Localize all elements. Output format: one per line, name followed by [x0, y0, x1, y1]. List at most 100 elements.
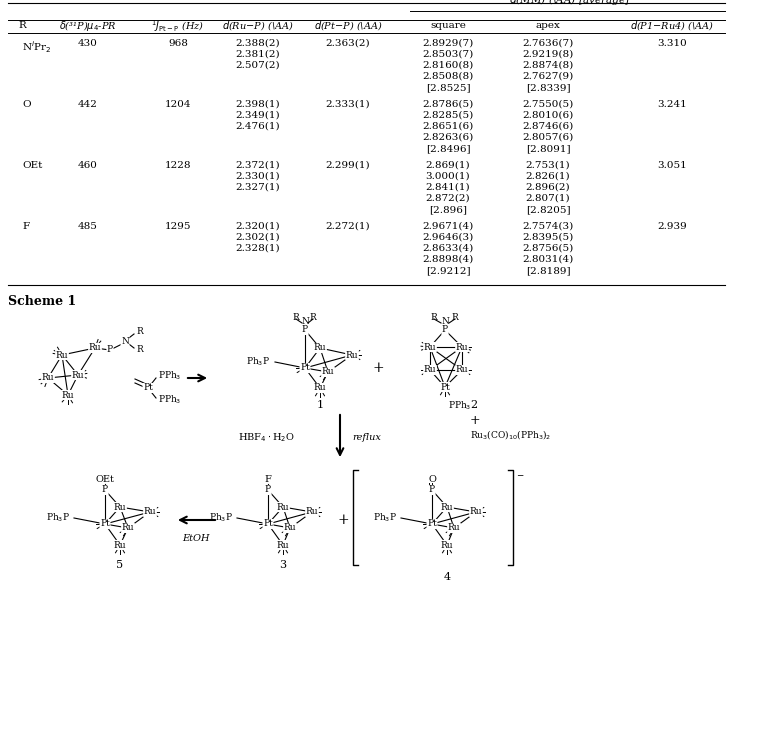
Text: Ru: Ru — [72, 371, 84, 380]
Text: 2.349(1): 2.349(1) — [236, 111, 280, 120]
Text: 2.9671(4): 2.9671(4) — [422, 222, 474, 231]
Text: PPh$_3$: PPh$_3$ — [158, 394, 181, 407]
Text: 430: 430 — [78, 39, 98, 48]
Text: Pt: Pt — [143, 383, 153, 392]
Text: [2.8339]: [2.8339] — [526, 83, 570, 92]
Text: 2.8395(5): 2.8395(5) — [522, 233, 574, 242]
Text: Ru: Ru — [144, 507, 156, 516]
Text: 3: 3 — [280, 560, 287, 570]
Text: $\delta$(³¹P)$\mu_4$-PR: $\delta$(³¹P)$\mu_4$-PR — [59, 19, 117, 33]
Text: F: F — [265, 474, 271, 483]
Text: Ru: Ru — [321, 368, 334, 377]
Text: Ru: Ru — [456, 366, 468, 374]
Text: 2.8874(8): 2.8874(8) — [522, 61, 574, 70]
Text: Ru: Ru — [448, 524, 460, 533]
Text: O: O — [428, 474, 436, 483]
Text: P: P — [265, 486, 271, 495]
Text: Ru: Ru — [114, 541, 127, 550]
Text: 2.388(2): 2.388(2) — [236, 39, 280, 48]
Text: OEt: OEt — [22, 161, 42, 170]
Text: 2.302(1): 2.302(1) — [236, 233, 280, 242]
Text: 2.8786(5): 2.8786(5) — [422, 100, 474, 109]
Text: 2.9646(3): 2.9646(3) — [422, 233, 474, 242]
Text: P: P — [429, 486, 435, 495]
Text: Ru: Ru — [61, 390, 74, 400]
Text: +: + — [372, 361, 384, 375]
Text: Ru: Ru — [305, 507, 318, 516]
Text: 3.000(1): 3.000(1) — [426, 172, 470, 181]
Text: 2.330(1): 2.330(1) — [236, 172, 280, 181]
Text: $d$(Ru$-$P) (\AA): $d$(Ru$-$P) (\AA) — [222, 19, 294, 33]
Text: 460: 460 — [78, 161, 98, 170]
Text: 2.896(2): 2.896(2) — [526, 183, 570, 192]
Text: 3.241: 3.241 — [657, 100, 687, 109]
Text: 1295: 1295 — [164, 222, 191, 231]
Text: 2.7574(3): 2.7574(3) — [522, 222, 574, 231]
Text: +: + — [470, 414, 481, 427]
Text: N: N — [301, 318, 309, 327]
Text: 968: 968 — [168, 39, 188, 48]
Text: Ru: Ru — [424, 342, 437, 351]
Text: R: R — [136, 327, 143, 336]
Text: $d$(Pt$-$P) (\AA): $d$(Pt$-$P) (\AA) — [314, 19, 382, 33]
Text: 2.8508(8): 2.8508(8) — [422, 72, 474, 81]
Text: 2.372(1): 2.372(1) — [236, 161, 280, 170]
Text: F: F — [22, 222, 29, 231]
Text: 2.8929(7): 2.8929(7) — [422, 39, 474, 48]
Text: 1: 1 — [316, 400, 324, 410]
Text: [2.8205]: [2.8205] — [526, 205, 570, 214]
Text: 2.8057(6): 2.8057(6) — [522, 133, 574, 142]
Text: Ru: Ru — [470, 507, 482, 516]
Text: PPh$_3$: PPh$_3$ — [158, 370, 181, 382]
Text: Pt: Pt — [100, 519, 110, 528]
Text: Ru: Ru — [89, 343, 102, 353]
Text: Ru: Ru — [440, 541, 453, 550]
Text: P: P — [107, 345, 113, 354]
Text: Ru: Ru — [277, 503, 290, 512]
Text: Ph$_3$P: Ph$_3$P — [373, 512, 397, 524]
Text: [2.9212]: [2.9212] — [426, 266, 470, 275]
Text: 3.310: 3.310 — [657, 39, 687, 48]
Text: 1228: 1228 — [164, 161, 191, 170]
Text: 2.8633(4): 2.8633(4) — [422, 244, 474, 253]
Text: Ru: Ru — [314, 343, 326, 353]
Text: 1204: 1204 — [164, 100, 191, 109]
Text: 2.327(1): 2.327(1) — [236, 183, 280, 192]
Text: 2.8503(7): 2.8503(7) — [422, 50, 474, 59]
Text: OEt: OEt — [96, 474, 114, 483]
Text: Pt: Pt — [263, 519, 273, 528]
Text: P: P — [442, 325, 448, 334]
Text: 2.8010(6): 2.8010(6) — [522, 111, 574, 120]
Text: 2.363(2): 2.363(2) — [326, 39, 371, 48]
Text: Scheme 1: Scheme 1 — [8, 295, 77, 308]
Text: [2.8525]: [2.8525] — [426, 83, 470, 92]
Text: 2.381(2): 2.381(2) — [236, 50, 280, 59]
Text: 2.8031(4): 2.8031(4) — [522, 255, 574, 264]
Text: Pt: Pt — [300, 363, 310, 372]
Text: 2.333(1): 2.333(1) — [326, 100, 371, 109]
Text: Ru: Ru — [283, 524, 296, 533]
Text: 2.807(1): 2.807(1) — [526, 194, 570, 203]
Text: Ru: Ru — [314, 383, 326, 392]
Text: [2.8091]: [2.8091] — [526, 144, 570, 153]
Text: [2.8496]: [2.8496] — [426, 144, 470, 153]
Text: [2.896]: [2.896] — [429, 205, 467, 214]
Text: 2.476(1): 2.476(1) — [236, 122, 280, 131]
Text: 5: 5 — [117, 560, 124, 570]
Text: Ru: Ru — [456, 342, 468, 351]
Text: 2: 2 — [470, 400, 477, 410]
Text: 2.8160(8): 2.8160(8) — [422, 61, 474, 70]
Text: P: P — [102, 486, 108, 495]
Text: P: P — [302, 325, 308, 334]
Text: Ph$_3$P: Ph$_3$P — [46, 512, 70, 524]
Text: 2.328(1): 2.328(1) — [236, 244, 280, 253]
Text: 2.8898(4): 2.8898(4) — [422, 255, 474, 264]
Text: square: square — [430, 22, 466, 31]
Text: 2.7636(7): 2.7636(7) — [522, 39, 574, 48]
Text: HBF$_4\cdot$H$_2$O: HBF$_4\cdot$H$_2$O — [238, 432, 295, 445]
Text: Ru: Ru — [122, 524, 134, 533]
Text: 2.7627(9): 2.7627(9) — [522, 72, 574, 81]
Text: +: + — [337, 513, 349, 527]
Text: PPh$_3$: PPh$_3$ — [448, 400, 471, 413]
Text: 2.507(2): 2.507(2) — [236, 61, 280, 70]
